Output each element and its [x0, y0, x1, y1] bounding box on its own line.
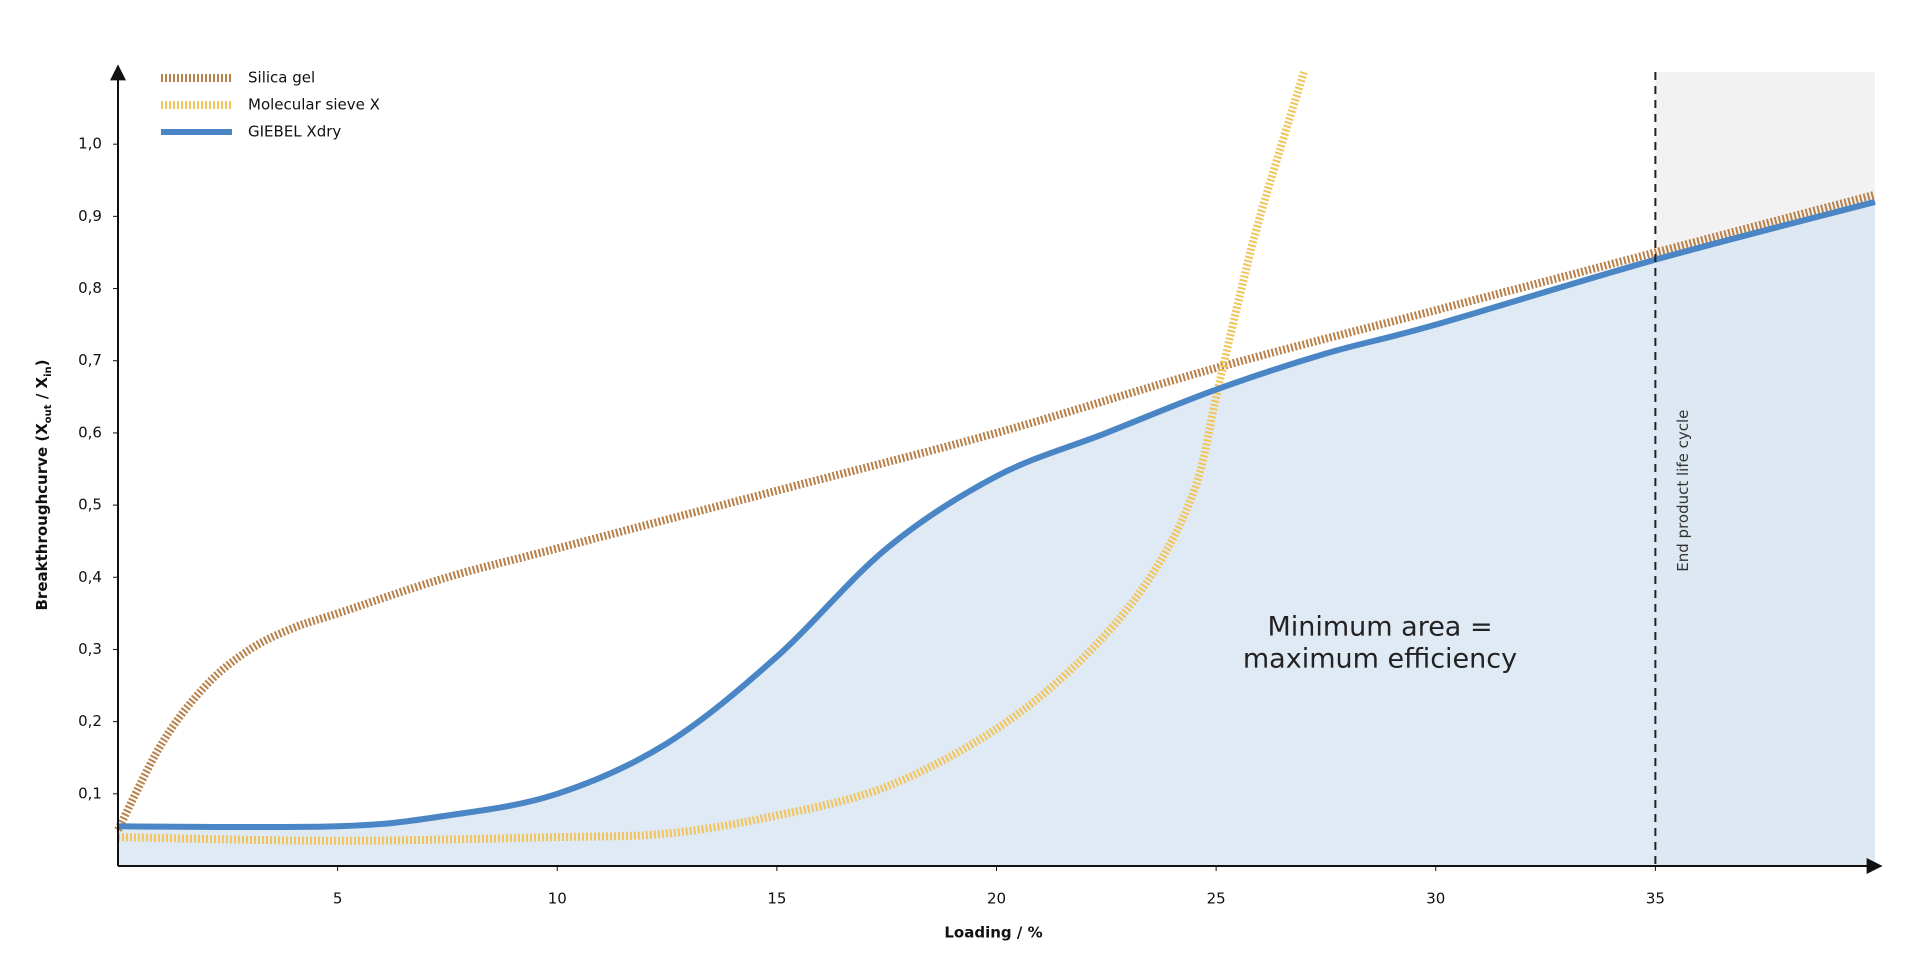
y-tick-label: 0,6 — [78, 423, 102, 441]
series-line — [114, 190, 1877, 832]
y-axis-label-part: in — [43, 366, 54, 377]
series-line — [117, 199, 1876, 831]
y-axis-label-part: ) — [33, 360, 51, 367]
y-axis-label-part: out — [43, 404, 54, 423]
x-tick-label: 10 — [548, 890, 567, 908]
x-axis-label: Loading / % — [944, 924, 1042, 942]
x-tick-label: 15 — [767, 890, 786, 908]
marks-layer — [114, 70, 1877, 867]
y-axis-label: Breakthroughcurve (Xout / Xin) — [33, 360, 54, 611]
annotation: Minimum area = — [1267, 612, 1492, 643]
y-tick-label: 0,7 — [78, 351, 102, 369]
y-tick-label: 0,1 — [78, 784, 102, 802]
y-tick-label: 0,4 — [78, 568, 102, 586]
x-tick-label: 30 — [1426, 890, 1445, 908]
legend-label: Molecular sieve X — [248, 96, 380, 114]
x-tick-label: 35 — [1646, 890, 1665, 908]
x-tick-label: 20 — [987, 890, 1006, 908]
x-tick-label: 5 — [333, 890, 343, 908]
x-tick-label: 25 — [1207, 890, 1226, 908]
y-tick-label: 0,9 — [78, 207, 102, 225]
annotation: maximum efficiency — [1243, 644, 1517, 675]
y-tick-label: 1,0 — [78, 135, 102, 153]
y-tick-label: 0,8 — [78, 279, 102, 297]
y-tick-label: 0,5 — [78, 496, 102, 514]
y-axis-label-part: Breakthroughcurve (X — [33, 423, 51, 611]
foreground-layer: End product life cycle Minimum area =maxi… — [33, 64, 1883, 942]
annotation: End product life cycle — [1674, 410, 1692, 572]
y-tick-label: 0,3 — [78, 640, 102, 658]
y-axis-label-part: / X — [33, 376, 51, 404]
series-area — [118, 201, 1875, 867]
legend-label: Silica gel — [248, 69, 315, 87]
series-line — [117, 70, 1308, 845]
legend-label: GIEBEL Xdry — [248, 123, 341, 141]
y-tick-label: 0,2 — [78, 712, 102, 730]
